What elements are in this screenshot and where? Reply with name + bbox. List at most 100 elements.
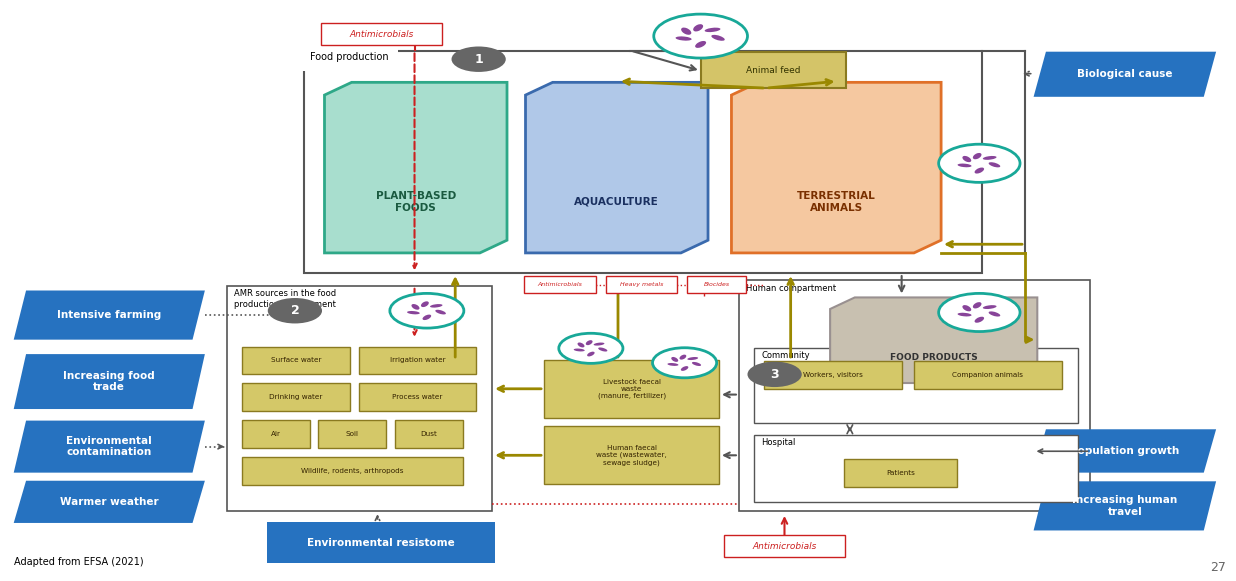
Text: Human faecal
waste (wastewater,
sewage sludge): Human faecal waste (wastewater, sewage s…	[596, 445, 667, 466]
Text: Workers, visitors: Workers, visitors	[802, 372, 863, 378]
Polygon shape	[1033, 481, 1216, 530]
Ellipse shape	[983, 305, 996, 309]
Text: Dust: Dust	[420, 431, 438, 437]
Polygon shape	[525, 83, 708, 253]
Ellipse shape	[667, 363, 679, 366]
Bar	[844, 460, 957, 487]
Bar	[544, 360, 719, 418]
Ellipse shape	[671, 357, 679, 362]
Ellipse shape	[412, 304, 419, 310]
Bar	[242, 457, 462, 485]
Ellipse shape	[586, 340, 592, 345]
Text: Intensive farming: Intensive farming	[57, 310, 162, 320]
Text: Wildlife, rodents, arthropods: Wildlife, rodents, arthropods	[302, 468, 403, 474]
Bar	[394, 420, 462, 448]
Ellipse shape	[973, 302, 981, 309]
Ellipse shape	[989, 162, 1000, 167]
Polygon shape	[14, 480, 205, 523]
Bar	[606, 276, 677, 293]
Ellipse shape	[693, 24, 703, 31]
Ellipse shape	[680, 354, 686, 360]
Ellipse shape	[593, 343, 604, 346]
Text: 2: 2	[290, 304, 299, 317]
Polygon shape	[14, 421, 205, 472]
Ellipse shape	[423, 314, 431, 320]
Ellipse shape	[587, 352, 595, 356]
Ellipse shape	[407, 311, 420, 314]
Text: Environmental
contamination: Environmental contamination	[67, 436, 152, 457]
Polygon shape	[1033, 429, 1216, 472]
Text: Human compartment: Human compartment	[747, 284, 837, 293]
Text: AMR sources in the food
production environment: AMR sources in the food production envir…	[235, 289, 336, 309]
Text: Community: Community	[761, 351, 810, 360]
Text: 3: 3	[770, 368, 779, 381]
Bar	[544, 426, 719, 484]
Text: Animal feed: Animal feed	[747, 66, 801, 75]
Ellipse shape	[983, 156, 996, 160]
Text: Adapted from EFSA (2021): Adapted from EFSA (2021)	[14, 557, 143, 567]
Ellipse shape	[681, 366, 688, 371]
Text: Hospital: Hospital	[761, 438, 796, 447]
Text: Environmental resistome: Environmental resistome	[307, 537, 455, 548]
Ellipse shape	[963, 305, 971, 311]
Bar	[913, 361, 1062, 389]
Ellipse shape	[712, 35, 724, 41]
Text: Population growth: Population growth	[1070, 446, 1179, 456]
Bar	[754, 435, 1078, 501]
Text: Irrigation water: Irrigation water	[389, 357, 445, 364]
Ellipse shape	[681, 27, 691, 35]
Text: Biological cause: Biological cause	[1077, 69, 1173, 79]
Bar	[358, 347, 476, 374]
Bar	[724, 535, 845, 557]
Bar	[321, 23, 441, 45]
Polygon shape	[831, 297, 1037, 383]
Bar	[227, 286, 492, 511]
Circle shape	[451, 46, 506, 72]
Ellipse shape	[963, 156, 971, 162]
Circle shape	[654, 14, 748, 58]
Ellipse shape	[421, 302, 429, 307]
Text: Companion animals: Companion animals	[953, 372, 1023, 378]
Text: AQUACULTURE: AQUACULTURE	[575, 197, 659, 207]
Polygon shape	[267, 522, 494, 564]
Bar	[242, 383, 350, 411]
Ellipse shape	[973, 153, 981, 159]
Ellipse shape	[695, 41, 706, 48]
Bar	[358, 383, 476, 411]
Polygon shape	[1033, 52, 1216, 97]
Text: Antimicrobials: Antimicrobials	[753, 541, 817, 551]
Ellipse shape	[435, 310, 446, 314]
Text: 27: 27	[1210, 561, 1226, 574]
Text: Patients: Patients	[886, 470, 915, 476]
Circle shape	[268, 298, 323, 324]
Ellipse shape	[676, 37, 692, 41]
Ellipse shape	[989, 311, 1000, 317]
Bar	[304, 51, 981, 273]
Text: Antimicrobials: Antimicrobials	[538, 282, 582, 287]
Bar	[319, 420, 386, 448]
Ellipse shape	[574, 349, 585, 352]
Text: Increasing human
travel: Increasing human travel	[1072, 495, 1178, 517]
Ellipse shape	[705, 28, 721, 32]
Text: Biocides: Biocides	[703, 282, 729, 287]
Text: PLANT-BASED
FOODS: PLANT-BASED FOODS	[376, 191, 456, 213]
Text: 1: 1	[475, 53, 483, 66]
Text: Surface water: Surface water	[271, 357, 321, 364]
Circle shape	[748, 361, 802, 387]
Text: Air: Air	[271, 431, 281, 437]
Text: FOOD PRODUCTS: FOOD PRODUCTS	[890, 353, 978, 362]
Bar	[764, 361, 901, 389]
Circle shape	[938, 293, 1020, 332]
Bar	[687, 276, 747, 293]
Text: Heavy metals: Heavy metals	[619, 282, 664, 287]
Bar	[739, 280, 1090, 511]
Text: Increasing food
trade: Increasing food trade	[63, 371, 156, 392]
Ellipse shape	[687, 357, 698, 360]
Text: Soil: Soil	[346, 431, 358, 437]
Ellipse shape	[974, 167, 984, 174]
Polygon shape	[732, 83, 941, 253]
Bar	[701, 52, 847, 88]
Ellipse shape	[430, 304, 442, 307]
Text: Food production: Food production	[310, 52, 388, 62]
Text: Antimicrobials: Antimicrobials	[349, 30, 413, 39]
